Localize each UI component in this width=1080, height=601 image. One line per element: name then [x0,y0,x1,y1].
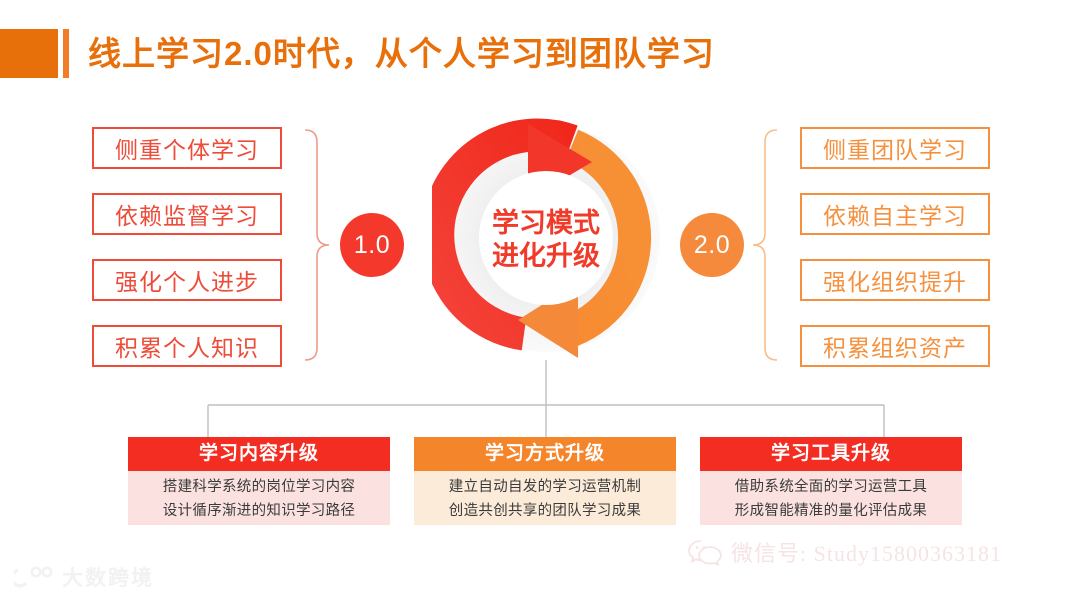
brand-watermark-label: 大数跨境 [62,567,154,590]
stage-badge-1[interactable]: 1.0 [340,213,404,277]
outcome-card-3-line-1: 借助系统全面的学习运营工具 [734,479,928,495]
outcome-card-1-body: 搭建科学系统的岗位学习内容 设计循序渐进的知识学习路径 [128,471,390,525]
cycle-arc-red [421,118,578,351]
outcome-card-3[interactable]: 学习工具升级 借助系统全面的学习运营工具 形成智能精准的量化评估成果 [700,437,962,525]
left-item-2[interactable]: 依赖监督学习 [92,193,282,235]
cycle-diagram: 学习模式 进化升级 [421,112,660,364]
outcome-card-2-body: 建立自动自发的学习运营机制 创造共创共享的团队学习成果 [414,471,676,525]
stage-badge-1-label: 1.0 [353,230,391,259]
right-item-1[interactable]: 侧重团队学习 [800,127,990,169]
right-item-4-label: 积累组织资产 [823,335,967,361]
outcome-card-3-body: 借助系统全面的学习运营工具 形成智能精准的量化评估成果 [700,471,962,525]
left-item-3-label: 强化个人进步 [115,269,259,295]
title-accent-block [0,29,58,78]
title-accent-bar [63,29,69,78]
cycle-label-line1: 学习模式 [492,207,600,238]
left-item-4-label: 积累个人知识 [115,335,259,361]
outcome-card-2-title: 学习方式升级 [414,437,676,471]
wechat-id-label: 微信号: Study15800363181 [731,541,1002,566]
left-item-4[interactable]: 积累个人知识 [92,325,282,367]
right-item-4[interactable]: 积累组织资产 [800,325,990,367]
left-item-1-label: 侧重个体学习 [115,137,259,163]
right-item-2[interactable]: 依赖自主学习 [800,193,990,235]
left-item-1[interactable]: 侧重个体学习 [92,127,282,169]
right-item-3-label: 强化组织提升 [823,269,967,295]
cycle-arc-orange [559,129,652,349]
outcome-card-2-line-2: 创造共创共享的团队学习成果 [448,503,642,519]
right-item-3[interactable]: 强化组织提升 [800,259,990,301]
left-item-3[interactable]: 强化个人进步 [92,259,282,301]
brand-watermark: 大数跨境 [14,562,154,592]
stage-badge-2[interactable]: 2.0 [680,213,744,277]
wechat-icon [688,540,722,566]
cycle-label-line2: 进化升级 [492,240,600,271]
stage-badge-2-label: 2.0 [693,230,731,259]
outcome-card-1-line-1: 搭建科学系统的岗位学习内容 [162,479,356,495]
outcome-card-2-line-1: 建立自动自发的学习运营机制 [448,479,642,495]
outcome-card-3-title: 学习工具升级 [700,437,962,471]
outcome-card-1-line-2: 设计循序渐进的知识学习路径 [162,503,356,519]
left-item-2-label: 依赖监督学习 [115,203,259,229]
outcome-card-1[interactable]: 学习内容升级 搭建科学系统的岗位学习内容 设计循序渐进的知识学习路径 [128,437,390,525]
wechat-watermark: 微信号: Study15800363181 [688,536,1002,568]
brand-logo-icon [14,566,53,588]
outcome-card-2[interactable]: 学习方式升级 建立自动自发的学习运营机制 创造共创共享的团队学习成果 [414,437,676,525]
right-item-1-label: 侧重团队学习 [823,137,967,163]
outcome-card-3-line-2: 形成智能精准的量化评估成果 [734,503,928,519]
outcome-card-1-title: 学习内容升级 [128,437,390,471]
right-item-2-label: 依赖自主学习 [823,203,967,229]
page-title: 线上学习2.0时代，从个人学习到团队学习 [88,35,715,72]
ring-inner-disc [479,171,613,305]
